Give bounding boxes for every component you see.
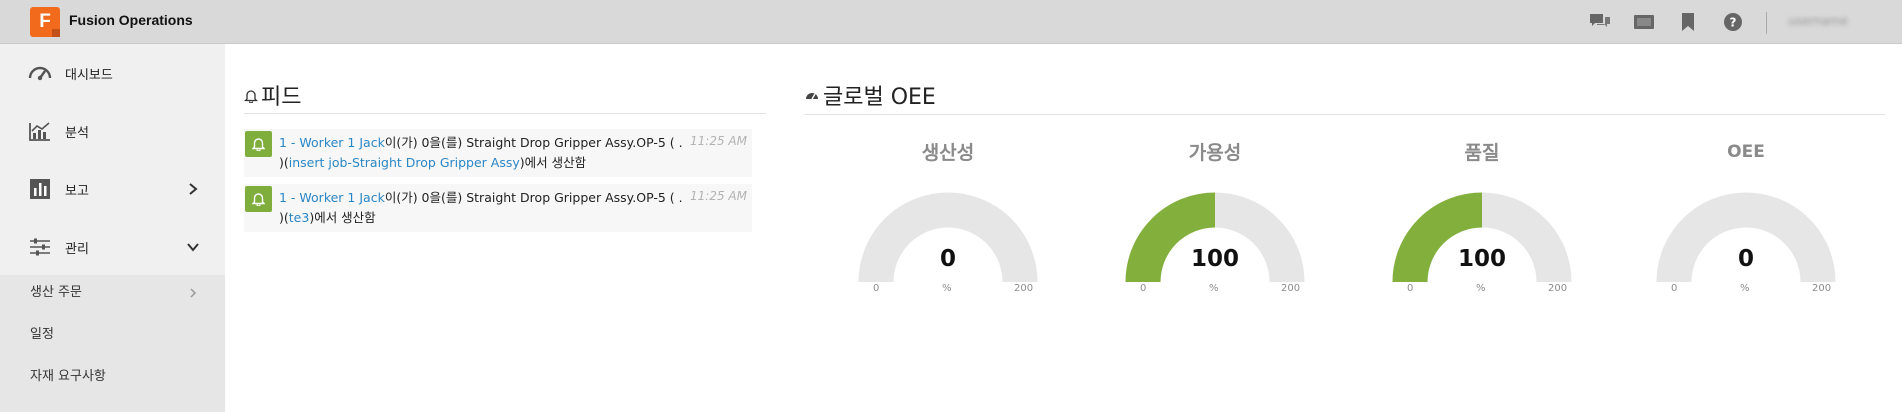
gauge-min: 0 bbox=[1671, 283, 1678, 294]
feed-divider bbox=[244, 113, 766, 114]
help-icon[interactable]: ? bbox=[1722, 12, 1744, 32]
worker-link[interactable]: 1 - Worker 1 Jack bbox=[279, 135, 385, 150]
submenu-item-label: 생산 주문 bbox=[30, 285, 82, 300]
gauge-title: 생산성 bbox=[921, 142, 975, 164]
feed-item: 1 - Worker 1 Jack이(가) 0을(를) Straight Dro… bbox=[244, 184, 752, 232]
feed-message: 1 - Worker 1 Jack이(가) 0을(를) Straight Dro… bbox=[279, 133, 684, 173]
gauge-unit: % bbox=[1209, 283, 1219, 294]
gauge-value: 0 bbox=[939, 246, 956, 272]
feed-message-text: 이(가) 0을(를) Straight Drop Gripper Assy.OP… bbox=[279, 190, 683, 225]
gauge-max: 200 bbox=[1014, 283, 1034, 294]
gauge-max: 200 bbox=[1281, 283, 1301, 294]
chat-icon[interactable] bbox=[1589, 12, 1611, 32]
gauge-title: 가용성 bbox=[1188, 142, 1242, 164]
gauge-unit: % bbox=[1740, 283, 1750, 294]
app-title[interactable]: Fusion Operations bbox=[69, 12, 193, 28]
feed-timestamp: 11:25 AM bbox=[690, 189, 747, 203]
worker-link[interactable]: 1 - Worker 1 Jack bbox=[279, 190, 385, 205]
bookmark-icon[interactable] bbox=[1677, 12, 1699, 32]
app-logo[interactable]: F bbox=[30, 7, 60, 37]
gauge-min: 0 bbox=[1407, 283, 1414, 294]
screen-icon[interactable] bbox=[1633, 12, 1655, 32]
submenu-item-schedule[interactable]: 일정 bbox=[0, 317, 225, 347]
feed-timestamp: 11:25 AM bbox=[690, 134, 747, 148]
sidebar: 대시보드 분석 보고 관리 생산 주문 일정 bbox=[0, 44, 225, 412]
submenu-item-production-orders[interactable]: 생산 주문 bbox=[0, 275, 225, 305]
gauge-title: OEE bbox=[1727, 142, 1765, 162]
sliders-icon bbox=[28, 236, 52, 258]
job-link[interactable]: insert job-Straight Drop Gripper Assy bbox=[288, 155, 520, 170]
chevron-right-icon bbox=[188, 284, 198, 298]
feed-item: 1 - Worker 1 Jack이(가) 0을(를) Straight Dro… bbox=[244, 129, 752, 177]
submenu-item-label: 일정 bbox=[30, 327, 54, 342]
gauge-arc bbox=[1392, 192, 1572, 282]
gauge-icon bbox=[805, 88, 819, 102]
gauge-unit: % bbox=[942, 283, 952, 294]
management-submenu: 생산 주문 일정 자재 요구사항 bbox=[0, 275, 225, 412]
bell-icon bbox=[243, 88, 259, 104]
gauge-min: 0 bbox=[873, 283, 880, 294]
gauge-availability: 가용성 100 0 % 200 bbox=[1115, 132, 1315, 302]
gauge-oee: OEE 0 0 % 200 bbox=[1646, 132, 1846, 302]
sidebar-item-label: 대시보드 bbox=[65, 68, 113, 83]
gauge-unit: % bbox=[1476, 283, 1486, 294]
submenu-item-label: 자재 요구사항 bbox=[30, 369, 106, 384]
oee-divider bbox=[805, 114, 1885, 115]
gauge-value: 100 bbox=[1190, 246, 1239, 272]
feed-message-text: )에서 생산함 bbox=[519, 155, 587, 170]
feed-message-text: )에서 생산함 bbox=[309, 210, 376, 225]
chevron-down-icon bbox=[186, 239, 200, 253]
feed-message: 1 - Worker 1 Jack이(가) 0을(를) Straight Dro… bbox=[279, 188, 684, 228]
topbar-divider bbox=[1766, 12, 1767, 34]
sidebar-item-management[interactable]: 관리 bbox=[0, 228, 225, 268]
sidebar-item-label: 분석 bbox=[65, 126, 89, 141]
gauge-min: 0 bbox=[1140, 283, 1147, 294]
chevron-right-icon bbox=[186, 181, 200, 195]
sidebar-item-label: 보고 bbox=[65, 184, 89, 199]
gauge-quality: 품질 100 0 % 200 bbox=[1382, 132, 1582, 302]
feed-title: 피드 bbox=[261, 85, 302, 110]
notification-bell-icon bbox=[245, 131, 272, 157]
notification-bell-icon bbox=[245, 186, 272, 212]
oee-title: 글로벌 OEE bbox=[823, 85, 936, 110]
gauge-title: 품질 bbox=[1464, 142, 1500, 164]
gauge-max: 200 bbox=[1548, 283, 1568, 294]
analytics-chart-icon bbox=[28, 120, 52, 142]
report-chart-icon bbox=[28, 178, 52, 200]
speedometer-icon bbox=[28, 62, 52, 84]
sidebar-item-analysis[interactable]: 분석 bbox=[0, 112, 225, 152]
gauge-arc bbox=[1656, 192, 1836, 282]
top-bar: F Fusion Operations ? username bbox=[0, 0, 1902, 44]
gauge-max: 200 bbox=[1812, 283, 1832, 294]
feed-message-text: 이(가) 0을(를) Straight Drop Gripper Assy.OP… bbox=[279, 135, 683, 170]
sidebar-item-label: 관리 bbox=[65, 242, 89, 257]
gauge-arc bbox=[858, 192, 1038, 282]
svg-text:?: ? bbox=[1730, 16, 1737, 30]
sidebar-item-reports[interactable]: 보고 bbox=[0, 170, 225, 210]
gauge-productivity: 생산성 0 0 % 200 bbox=[848, 132, 1048, 302]
submenu-item-material-requirements[interactable]: 자재 요구사항 bbox=[0, 359, 225, 389]
gauge-value: 100 bbox=[1457, 246, 1506, 272]
gauge-arc bbox=[1125, 192, 1305, 282]
user-menu[interactable]: username bbox=[1788, 14, 1848, 28]
gauge-value: 0 bbox=[1737, 246, 1754, 272]
sidebar-item-dashboard[interactable]: 대시보드 bbox=[0, 54, 225, 94]
job-link[interactable]: te3 bbox=[288, 210, 310, 225]
